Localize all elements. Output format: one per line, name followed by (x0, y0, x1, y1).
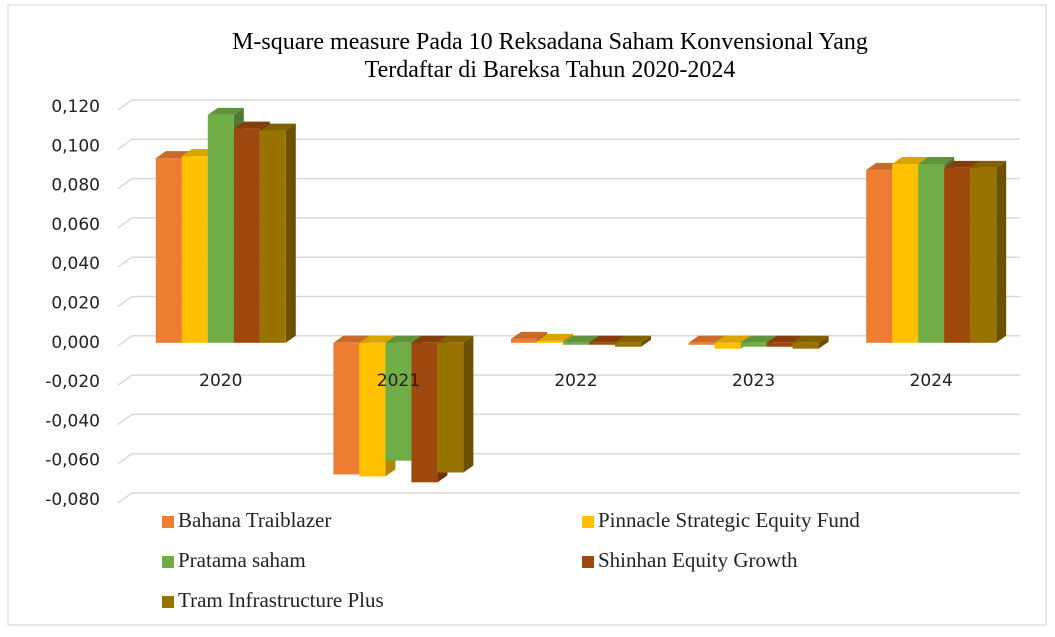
legend-label: Pinnacle Strategic Equity Fund (598, 508, 860, 532)
bar-top (792, 335, 829, 343)
bar (688, 342, 715, 345)
legend-swatch (162, 556, 174, 568)
y-tick-label: 0,000 (51, 333, 100, 353)
grid-depth (117, 335, 133, 347)
bar (866, 169, 893, 343)
legend-label: Pratama saham (178, 548, 306, 572)
bar (944, 167, 971, 343)
bar (970, 167, 997, 343)
bar-top (714, 335, 751, 343)
bar (437, 342, 464, 473)
bar (385, 342, 412, 461)
bar-top (615, 335, 651, 343)
bar (918, 163, 945, 343)
legend-swatch (162, 516, 174, 528)
bar-top (944, 160, 981, 168)
bar-top (688, 335, 725, 343)
grid-depth (117, 492, 133, 504)
y-tick-label: 0,060 (51, 215, 100, 235)
bar-top (740, 335, 777, 343)
grid-depth (117, 295, 133, 308)
legend-label: Bahana Traiblazer (178, 508, 331, 532)
grid-depth (117, 374, 133, 386)
bar (411, 342, 438, 483)
grid-depth (117, 177, 133, 190)
bar (537, 340, 563, 343)
bar (766, 342, 793, 347)
bar (333, 342, 360, 475)
bar-top (233, 121, 270, 129)
bar-side (563, 333, 573, 343)
bar (155, 158, 182, 343)
bar-top (892, 156, 929, 164)
bar (233, 128, 260, 343)
bar (792, 342, 819, 349)
y-tick-label: -0,040 (45, 411, 100, 431)
x-tick-label: 2021 (377, 371, 420, 391)
grid-depth (117, 453, 133, 465)
chart-title: M-square measure Pada 10 Reksadana Saham… (232, 29, 868, 83)
x-tick-label: 2020 (199, 371, 242, 391)
legend-swatch (582, 516, 594, 528)
bar-top (385, 335, 422, 343)
bar-top (411, 335, 448, 343)
grid-depth (117, 256, 133, 268)
bar-side (641, 335, 651, 347)
bar-top (766, 335, 803, 343)
legend-label: Shinhan Equity Growth (598, 548, 798, 572)
bar-side (463, 335, 474, 473)
x-tick-label: 2022 (554, 371, 597, 391)
bar (740, 342, 767, 347)
bar-top (359, 335, 396, 343)
bar-top (537, 333, 573, 341)
grid-depth (117, 99, 133, 111)
bar (892, 163, 919, 343)
bar (615, 342, 641, 347)
bar (563, 342, 589, 345)
bar-top (511, 331, 547, 339)
y-tick-label: -0,020 (45, 372, 100, 392)
bar-side (285, 123, 296, 343)
bar-top (259, 123, 296, 131)
bar-top (918, 156, 955, 164)
bar-side (996, 160, 1007, 343)
grid-depth (117, 413, 133, 426)
bar (511, 338, 537, 343)
bar-top (437, 335, 474, 343)
bar-top (207, 107, 244, 115)
bar-side (818, 335, 829, 349)
bar-top (563, 335, 599, 343)
bar (181, 156, 208, 343)
bar (207, 114, 234, 343)
bar-top (333, 335, 370, 343)
legend-swatch (582, 556, 594, 568)
y-tick-label: 0,100 (51, 136, 100, 156)
y-tick-label: -0,080 (45, 490, 100, 510)
x-tick-label: 2024 (910, 371, 953, 391)
y-tick-label: -0,060 (45, 451, 100, 471)
bar (714, 342, 741, 349)
legend-swatch (162, 596, 174, 608)
bar (359, 342, 386, 477)
grid-depth (117, 138, 133, 150)
bar-top (970, 160, 1007, 168)
grid-depth (117, 217, 133, 229)
bar-top (589, 335, 625, 343)
bar (589, 342, 615, 345)
y-tick-label: 0,120 (51, 97, 100, 117)
x-tick-label: 2023 (732, 371, 775, 391)
y-tick-label: 0,020 (51, 294, 100, 314)
y-tick-label: 0,040 (51, 254, 100, 274)
bar (259, 130, 286, 343)
y-tick-label: 0,080 (51, 176, 100, 196)
legend-label: Tram Infrastructure Plus (178, 588, 384, 612)
